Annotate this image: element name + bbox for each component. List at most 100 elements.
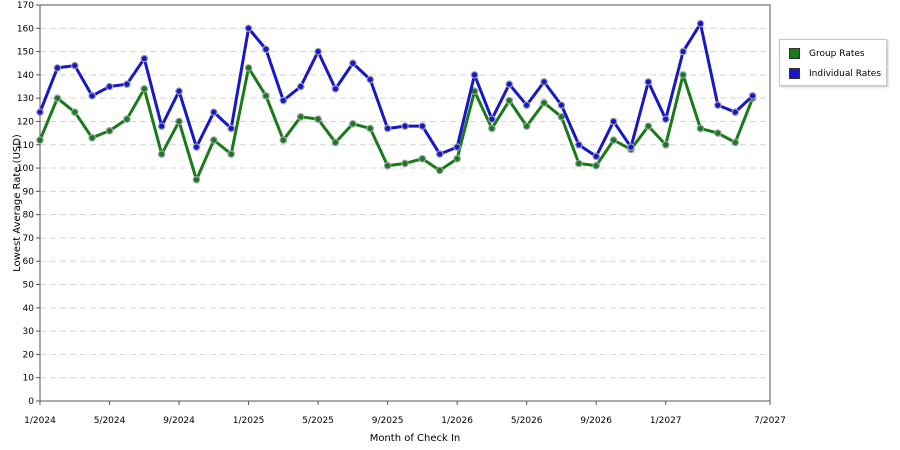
x-tick-label: 9/2024 (163, 416, 195, 426)
data-point (609, 117, 618, 126)
data-point (123, 115, 131, 123)
data-point (592, 152, 600, 161)
data-point (105, 126, 114, 135)
series-lines (36, 19, 757, 184)
data-point (696, 19, 705, 28)
y-tick-label: 90 (23, 187, 35, 197)
data-point (88, 92, 96, 100)
y-tick-label: 160 (17, 24, 34, 34)
data-point (227, 124, 235, 133)
legend-item-group-rates: Group Rates (789, 48, 865, 59)
x-tick-label: 9/2025 (372, 416, 404, 426)
data-point (401, 159, 409, 168)
y-tick-label: 80 (23, 211, 35, 221)
data-point (401, 122, 409, 130)
data-point (488, 115, 496, 123)
series-individual-rates (36, 19, 757, 161)
x-tick-label: 5/2024 (94, 416, 126, 426)
legend: Group Rates Individual Rates (779, 39, 887, 86)
y-tick-label: 50 (23, 281, 35, 291)
y-tick-label: 100 (17, 164, 34, 174)
data-point (575, 159, 583, 168)
data-point (366, 124, 375, 133)
data-point (210, 136, 218, 144)
data-point (314, 115, 322, 123)
y-tick-label: 120 (17, 117, 34, 127)
data-point (661, 115, 670, 123)
data-point (609, 136, 618, 144)
y-tick-label: 130 (17, 94, 34, 104)
y-tick-label: 170 (17, 1, 34, 11)
data-point (175, 87, 183, 95)
data-point (383, 161, 392, 170)
x-tick-label: 9/2026 (580, 416, 612, 426)
y-tick-label: 140 (17, 71, 34, 81)
x-tick-label: 1/2024 (24, 416, 56, 426)
data-point (331, 85, 340, 93)
data-point (105, 82, 114, 91)
x-tick-label: 1/2027 (650, 416, 682, 426)
data-point (314, 47, 322, 56)
data-point (157, 122, 166, 130)
data-point (175, 117, 183, 126)
plot-area-frame (39, 4, 771, 402)
y-tick-label: 10 (23, 374, 35, 384)
data-point (453, 154, 461, 163)
y-tick-label: 60 (23, 257, 35, 267)
data-point (522, 101, 531, 109)
data-point (331, 138, 340, 147)
data-point (366, 75, 375, 84)
data-point (140, 54, 149, 63)
x-tick-label: 5/2026 (511, 416, 543, 426)
x-tick-label: 1/2025 (233, 416, 265, 426)
data-point (488, 124, 496, 133)
data-point (53, 64, 62, 72)
data-point (36, 108, 44, 116)
data-point (470, 71, 479, 79)
data-point (557, 101, 566, 109)
data-point (557, 113, 566, 121)
data-point (192, 175, 201, 184)
data-point (88, 133, 96, 142)
data-point (53, 94, 62, 102)
data-point (418, 122, 427, 130)
legend-swatch-individual-rates (789, 68, 800, 79)
data-point (679, 71, 687, 79)
data-point (522, 122, 531, 130)
y-axis-ticks: 0 10 20 30 40 50 60 70 80 90 100 110 120 130 140 150 160… (17, 1, 40, 407)
data-point (210, 108, 218, 116)
x-tick-label: 1/2026 (441, 416, 473, 426)
legend-label-individual-rates: Individual Rates (809, 68, 882, 79)
y-tick-label: 20 (23, 350, 35, 360)
data-point (157, 150, 166, 158)
y-tick-label: 70 (23, 234, 35, 244)
data-point (505, 80, 514, 89)
y-tick-label: 0 (28, 397, 34, 407)
data-point (575, 140, 583, 149)
data-point (296, 82, 305, 91)
data-point (262, 92, 270, 100)
data-point (418, 154, 427, 163)
data-point (696, 124, 705, 133)
x-axis-title: Month of Check In (370, 433, 461, 444)
y-tick-label: 150 (17, 48, 34, 58)
data-point (540, 78, 548, 86)
legend-label-group-rates: Group Rates (809, 48, 865, 59)
y-tick-label: 110 (17, 141, 34, 151)
data-point (349, 59, 357, 68)
data-point (244, 24, 253, 33)
data-point (279, 136, 288, 144)
grid-lines (40, 27, 770, 379)
data-point (36, 136, 44, 144)
data-point (644, 122, 653, 130)
data-point (70, 61, 79, 70)
data-point (453, 143, 461, 151)
data-point (349, 120, 357, 128)
data-point (140, 85, 149, 93)
data-point (296, 113, 305, 121)
x-tick-label: 7/2027 (754, 416, 786, 426)
data-point (748, 92, 757, 100)
data-point (505, 96, 514, 105)
data-point (731, 108, 740, 116)
